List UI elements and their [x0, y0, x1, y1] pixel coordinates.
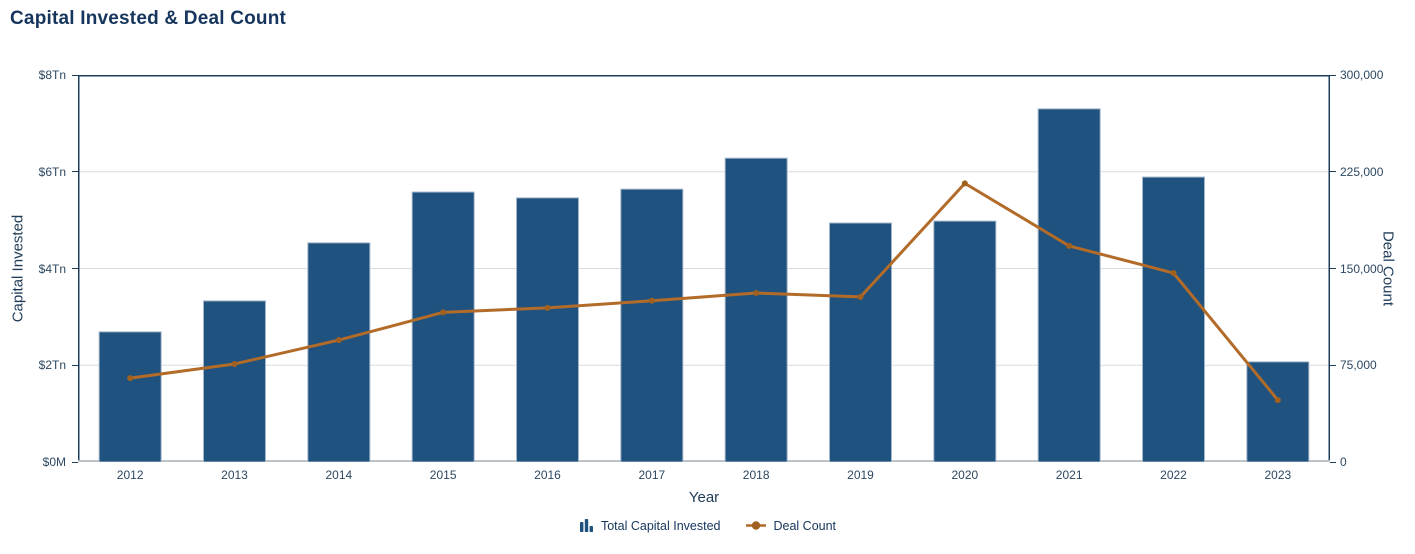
chart-title: Capital Invested & Deal Count — [10, 8, 287, 29]
line-point-2022[interactable] — [1170, 270, 1177, 277]
y-right-tick-mark — [1330, 364, 1336, 366]
bar-2013[interactable] — [203, 300, 266, 462]
x-tick-label-2014: 2014 — [325, 468, 353, 482]
chart-plot-area — [78, 75, 1330, 462]
legend-item-deal-count[interactable]: Deal Count — [746, 518, 836, 533]
bar-2020[interactable] — [933, 220, 997, 462]
bar-2016[interactable] — [516, 197, 579, 462]
y-right-tick-mark — [1330, 171, 1336, 173]
y-right-tick-mark — [1330, 461, 1336, 463]
bar-2018[interactable] — [724, 157, 788, 462]
x-tick-label-2023: 2023 — [1264, 468, 1292, 482]
y-right-tick-label: 300,000 — [1340, 68, 1384, 82]
line-point-2014[interactable] — [335, 337, 342, 344]
x-tick-label-2021: 2021 — [1055, 468, 1083, 482]
bar-2014[interactable] — [307, 242, 371, 462]
x-tick-label-2016: 2016 — [534, 468, 561, 482]
x-tick-label-2013: 2013 — [221, 468, 248, 482]
y-right-tick-mark — [1330, 268, 1336, 269]
y-left-tick-mark — [72, 268, 78, 269]
line-point-2023[interactable] — [1274, 397, 1281, 404]
line-point-2017[interactable] — [648, 297, 655, 304]
y-left-tick-label: $2Tn — [38, 358, 66, 373]
x-tick-label-2022: 2022 — [1160, 468, 1187, 482]
line-point-2012[interactable] — [127, 375, 134, 382]
x-axis-title: Year — [688, 489, 720, 506]
legend-label: Total Capital Invested — [600, 518, 721, 533]
deal-count-line — [128, 181, 1280, 402]
y-left-tick-label: $6Tn — [38, 164, 66, 179]
bar-2023[interactable] — [1246, 361, 1310, 462]
y-left-tick-label: $4Tn — [38, 261, 66, 276]
y-left-tick-mark — [72, 74, 78, 76]
y-right-tick-label: 150,000 — [1340, 261, 1384, 276]
y-right-tick-mark — [1330, 74, 1336, 76]
bar-2015[interactable] — [411, 191, 475, 462]
y-left-tick-label: $0M — [42, 455, 66, 469]
y-left-tick-mark — [72, 461, 78, 463]
x-tick-label-2020: 2020 — [951, 468, 979, 482]
line-marker-icon — [746, 518, 767, 533]
bar-2021[interactable] — [1037, 108, 1101, 462]
bar-2022[interactable] — [1142, 176, 1205, 462]
line-point-2016[interactable] — [544, 304, 551, 311]
legend: Total Capital Invested Deal Count — [0, 518, 1415, 533]
bar-2017[interactable] — [620, 188, 684, 462]
line-point-2020[interactable] — [961, 180, 968, 187]
y-right-tick-label: 0 — [1340, 455, 1347, 469]
x-tick-label-2019: 2019 — [847, 468, 874, 482]
y-right-tick-label: 225,000 — [1340, 164, 1384, 179]
y-left-tick-mark — [72, 171, 78, 173]
line-point-2021[interactable] — [1066, 242, 1073, 249]
plot-canvas — [78, 75, 1330, 462]
line-point-2019[interactable] — [857, 293, 864, 300]
y-right-tick-label: 75,000 — [1340, 358, 1377, 373]
x-tick-label-2015: 2015 — [429, 468, 457, 482]
x-tick-label-2012: 2012 — [116, 468, 144, 482]
bar-2019[interactable] — [829, 222, 892, 462]
legend-item-total-capital-invested[interactable]: Total Capital Invested — [579, 518, 721, 533]
legend-label: Deal Count — [773, 518, 837, 533]
line-point-2013[interactable] — [231, 360, 238, 367]
bar-2012[interactable] — [98, 331, 162, 462]
x-tick-label-2018: 2018 — [742, 468, 770, 482]
line-point-2015[interactable] — [440, 309, 447, 316]
bar-chart-icon — [579, 518, 594, 533]
y-left-tick-label: $8Tn — [38, 68, 66, 82]
y-left-tick-mark — [72, 364, 78, 366]
line-point-2018[interactable] — [753, 290, 760, 297]
x-tick-label-2017: 2017 — [638, 468, 666, 482]
